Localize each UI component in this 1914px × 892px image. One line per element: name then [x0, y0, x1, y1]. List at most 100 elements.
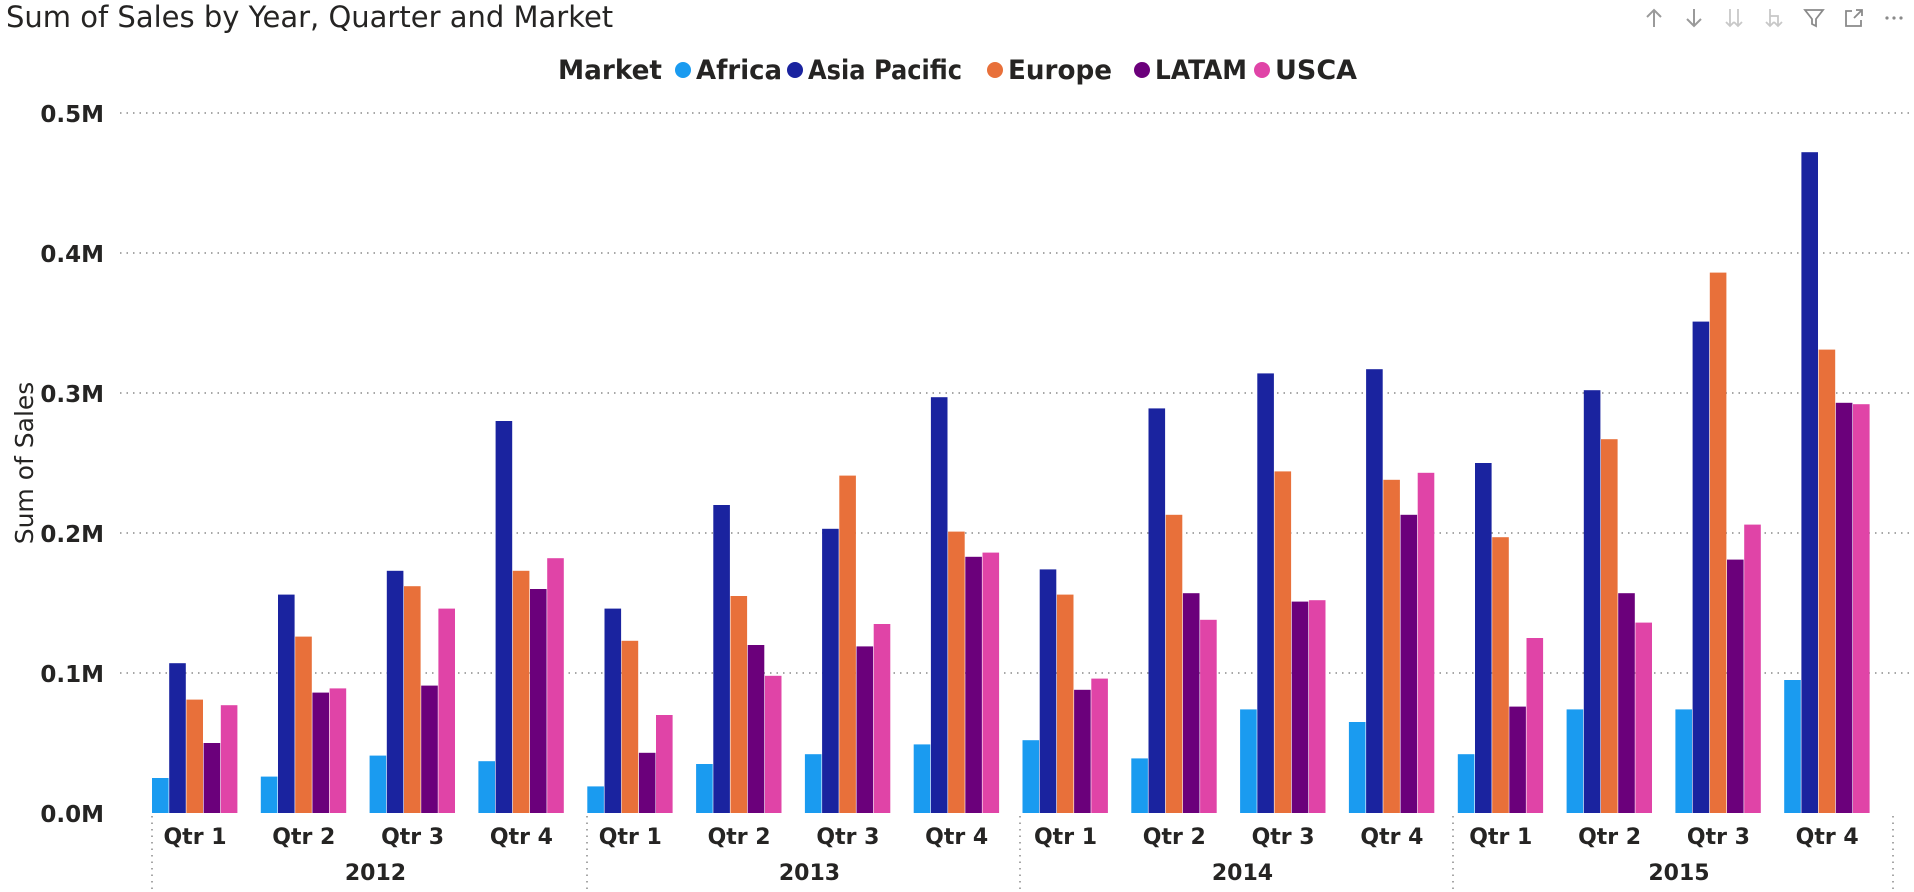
- bar-asia-pacific[interactable]: [169, 663, 186, 813]
- bar-europe[interactable]: [1492, 537, 1509, 813]
- x-tick-label-year: 2012: [345, 861, 406, 886]
- bar-africa[interactable]: [260, 776, 278, 813]
- y-axis-title: Sum of Sales: [10, 382, 39, 545]
- bar-africa[interactable]: [1022, 740, 1040, 813]
- x-tick-label-quarter: Qtr 1: [599, 825, 662, 850]
- bar-africa[interactable]: [1784, 680, 1801, 813]
- bar-usca[interactable]: [1417, 472, 1435, 813]
- bar-africa[interactable]: [1240, 709, 1257, 813]
- bar-africa[interactable]: [152, 778, 169, 813]
- more-options-icon[interactable]: [1874, 2, 1914, 34]
- bar-latam[interactable]: [203, 743, 221, 813]
- bar-asia-pacific[interactable]: [604, 608, 622, 813]
- bar-asia-pacific[interactable]: [1366, 369, 1383, 813]
- legend-title: Market: [558, 55, 662, 86]
- bar-latam[interactable]: [1074, 689, 1091, 813]
- bar-latam[interactable]: [1727, 559, 1744, 813]
- bar-usca[interactable]: [656, 715, 673, 813]
- legend-item-latam[interactable]: LATAM: [1134, 55, 1247, 86]
- bar-usca[interactable]: [1091, 678, 1108, 813]
- filter-icon[interactable]: [1794, 2, 1834, 34]
- legend-item-usca[interactable]: USCA: [1254, 55, 1357, 86]
- bar-africa[interactable]: [804, 754, 822, 813]
- bar-europe[interactable]: [1383, 479, 1400, 813]
- sort-descending-icon[interactable]: [1674, 2, 1714, 34]
- bar-usca[interactable]: [438, 608, 455, 813]
- bar-latam[interactable]: [1509, 706, 1526, 813]
- bar-europe[interactable]: [621, 640, 639, 813]
- bar-asia-pacific[interactable]: [930, 397, 948, 813]
- bar-europe[interactable]: [948, 531, 965, 813]
- bar-usca[interactable]: [220, 705, 238, 813]
- bar-latam[interactable]: [1400, 514, 1418, 813]
- bar-africa[interactable]: [587, 786, 604, 813]
- bar-asia-pacific[interactable]: [278, 594, 295, 813]
- legend-item-europe[interactable]: Europe: [987, 55, 1112, 86]
- bar-europe[interactable]: [1274, 471, 1292, 813]
- bar-latam[interactable]: [1182, 593, 1200, 813]
- bar-africa[interactable]: [696, 764, 713, 813]
- bar-africa[interactable]: [1348, 722, 1366, 813]
- bar-europe[interactable]: [1601, 439, 1618, 813]
- bar-asia-pacific[interactable]: [822, 528, 839, 813]
- bar-europe[interactable]: [839, 475, 856, 813]
- bar-europe[interactable]: [404, 586, 421, 813]
- bar-latam[interactable]: [421, 685, 438, 813]
- bar-europe[interactable]: [186, 699, 203, 813]
- bar-usca[interactable]: [764, 675, 782, 813]
- bar-africa[interactable]: [478, 761, 495, 813]
- y-tick-label: 0.0M: [40, 802, 104, 828]
- bar-asia-pacific[interactable]: [1039, 569, 1057, 813]
- bar-latam[interactable]: [965, 556, 982, 813]
- bar-africa[interactable]: [913, 744, 931, 813]
- bar-latam[interactable]: [1835, 402, 1853, 813]
- bar-europe[interactable]: [1709, 272, 1727, 814]
- bar-latam[interactable]: [856, 646, 874, 813]
- bar-usca[interactable]: [1200, 619, 1217, 813]
- sort-ascending-icon[interactable]: [1634, 2, 1674, 34]
- drill-down-all-icon[interactable]: [1714, 2, 1754, 34]
- bar-latam[interactable]: [638, 752, 656, 813]
- bar-asia-pacific[interactable]: [495, 421, 513, 813]
- bar-usca[interactable]: [1744, 524, 1761, 813]
- bar-usca[interactable]: [547, 558, 564, 813]
- expand-hierarchy-icon[interactable]: [1754, 2, 1794, 34]
- bar-europe[interactable]: [295, 636, 312, 813]
- bar-latam[interactable]: [1618, 593, 1635, 813]
- bar-latam[interactable]: [1291, 601, 1309, 813]
- bar-europe[interactable]: [730, 596, 748, 813]
- bar-usca[interactable]: [1853, 404, 1870, 813]
- bar-asia-pacific[interactable]: [1801, 152, 1818, 813]
- bar-latam[interactable]: [312, 692, 329, 813]
- bar-asia-pacific[interactable]: [1475, 463, 1492, 813]
- bar-europe[interactable]: [1818, 349, 1836, 813]
- bar-africa[interactable]: [1131, 758, 1148, 813]
- bar-asia-pacific[interactable]: [1692, 321, 1710, 813]
- bar-europe[interactable]: [512, 570, 530, 813]
- bar-usca[interactable]: [329, 688, 347, 813]
- bar-africa[interactable]: [1457, 754, 1475, 813]
- bar-africa[interactable]: [1566, 709, 1584, 813]
- bar-usca[interactable]: [1526, 638, 1544, 813]
- bar-usca[interactable]: [873, 624, 891, 813]
- x-tick-label-quarter: Qtr 2: [1143, 825, 1206, 850]
- bar-latam[interactable]: [530, 589, 547, 813]
- bar-usca[interactable]: [1308, 600, 1326, 813]
- bar-asia-pacific[interactable]: [1148, 408, 1166, 813]
- bar-usca[interactable]: [982, 552, 1000, 813]
- bar-europe[interactable]: [1165, 514, 1183, 813]
- bar-europe[interactable]: [1056, 594, 1074, 813]
- legend-item-asia-pacific[interactable]: Asia Pacific: [787, 55, 962, 86]
- bar-usca[interactable]: [1635, 622, 1652, 813]
- bar-asia-pacific[interactable]: [386, 570, 404, 813]
- bar-asia-pacific[interactable]: [1257, 373, 1274, 813]
- legend-item-africa[interactable]: Africa: [675, 55, 782, 86]
- bar-africa[interactable]: [1675, 709, 1692, 813]
- bar-asia-pacific[interactable]: [713, 505, 730, 813]
- bar-asia-pacific[interactable]: [1583, 390, 1601, 813]
- legend-label: Africa: [696, 55, 782, 86]
- bar-latam[interactable]: [747, 645, 765, 813]
- x-tick-label-quarter: Qtr 4: [925, 825, 988, 850]
- bar-africa[interactable]: [369, 755, 387, 813]
- focus-mode-icon[interactable]: [1834, 2, 1874, 34]
